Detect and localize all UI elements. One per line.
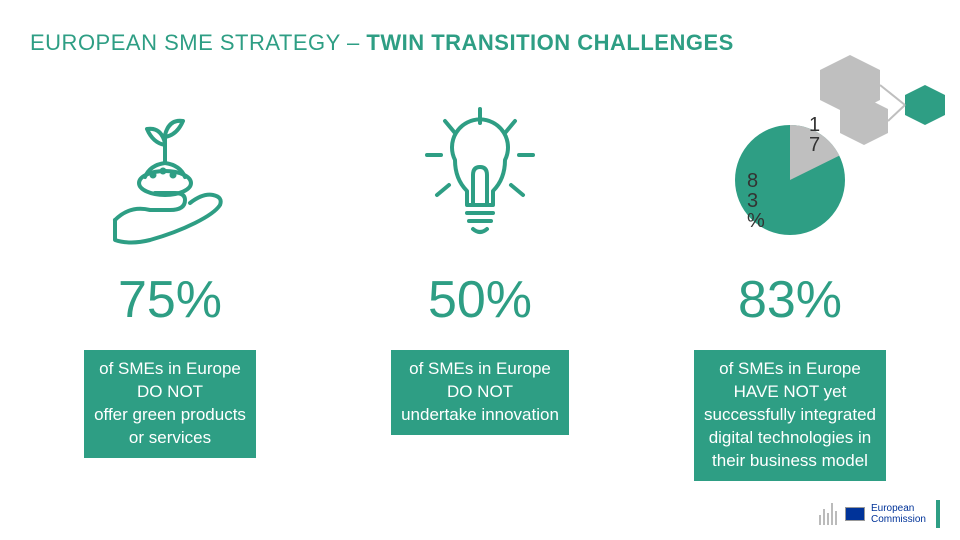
logo-bars-icon bbox=[819, 503, 839, 525]
logo-line1: European bbox=[871, 503, 926, 514]
title-part2: TWIN TRANSITION CHALLENGES bbox=[366, 30, 733, 55]
col-innovation: 50% of SMEs in EuropeDO NOTundertake inn… bbox=[340, 100, 620, 481]
eu-flag-icon bbox=[845, 507, 865, 521]
stat-value-2: 50% bbox=[340, 270, 620, 330]
stat-value-3: 83% bbox=[650, 270, 930, 330]
stat-columns: 75% of SMEs in EuropeDO NOToffer green p… bbox=[30, 100, 930, 481]
pie-minor-label: 17 bbox=[809, 115, 820, 155]
page-title: EUROPEAN SME STRATEGY – TWIN TRANSITION … bbox=[30, 30, 734, 56]
col-green-products: 75% of SMEs in EuropeDO NOToffer green p… bbox=[30, 100, 310, 481]
pie-major-label: 83% bbox=[747, 171, 765, 231]
logo-text: European Commission bbox=[871, 503, 926, 525]
title-part1: EUROPEAN SME STRATEGY – bbox=[30, 30, 366, 55]
logo-accent-bar bbox=[936, 500, 940, 528]
stat-value-1: 75% bbox=[30, 270, 310, 330]
stat-desc-3: of SMEs in EuropeHAVE NOT yetsuccessfull… bbox=[694, 350, 886, 481]
ec-logo: European Commission bbox=[819, 500, 940, 528]
stat-desc-1: of SMEs in EuropeDO NOToffer green produ… bbox=[84, 350, 256, 458]
plant-hand-icon bbox=[30, 100, 310, 260]
lightbulb-icon bbox=[340, 100, 620, 260]
stat-desc-2: of SMEs in EuropeDO NOTundertake innovat… bbox=[391, 350, 569, 435]
pie-chart-icon: 83% 17 bbox=[650, 100, 930, 260]
logo-line2: Commission bbox=[871, 514, 926, 525]
col-digital: 83% 17 83% of SMEs in EuropeHAVE NOT yet… bbox=[650, 100, 930, 481]
